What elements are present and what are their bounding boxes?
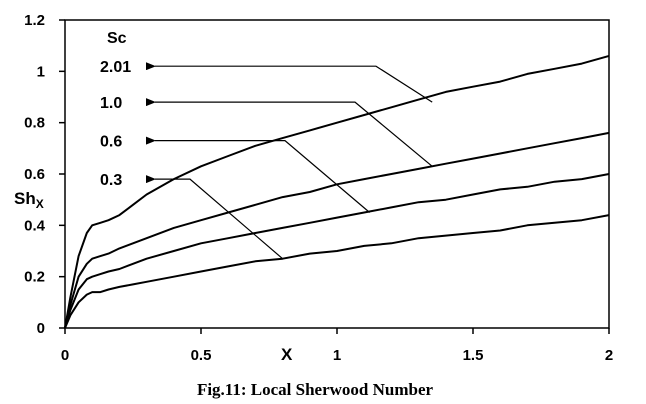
legend-title: Sc [107, 30, 127, 47]
legend-label-sc-0-6: 0.6 [100, 134, 122, 151]
leader-arrow-sc-0-3 [146, 175, 283, 260]
leader-arrow-sc-2-01 [146, 62, 433, 103]
legend-label-sc-2-01: 2.01 [100, 59, 131, 76]
figure-caption: Fig.11: Local Sherwood Number [196, 380, 434, 399]
legend-label-sc-0-3: 0.3 [100, 172, 122, 189]
y-tick-label: 0.8 [24, 115, 45, 132]
legend-label-sc-1-0: 1.0 [100, 95, 122, 112]
y-axis-title: ShX [14, 189, 44, 211]
y-tick-label: 0.6 [24, 166, 45, 183]
series-lines [64, 54, 610, 329]
series-line-sc-0-6 [64, 173, 610, 329]
y-tick-label: 0 [37, 320, 45, 337]
leader-arrow-sc-0-6 [146, 136, 371, 213]
series-line-sc-0-3 [64, 214, 610, 329]
legend-annotations: 2.01 1.0 0.6 0.3 [100, 59, 433, 260]
y-tick-label: 0.2 [24, 269, 45, 286]
axes: 0 0.5 1 1.5 2 0 0.2 0.4 0.6 0.8 1 1.2 [24, 12, 613, 364]
y-tick-label: 1 [37, 63, 45, 80]
x-tick-label: 1 [333, 347, 341, 364]
leader-arrow-sc-1-0 [146, 98, 433, 167]
series-line-sc-2-01 [64, 54, 610, 329]
x-tick-label: 0 [61, 347, 69, 364]
x-axis-title: X [281, 345, 293, 364]
x-tick-label: 2 [605, 347, 613, 364]
series-line-sc-1-0 [64, 131, 610, 329]
y-axis-title-subscript: X [36, 197, 44, 211]
x-tick-label: 0.5 [191, 347, 212, 364]
y-tick-label: 0.4 [24, 217, 46, 234]
y-axis-title-main: Sh [14, 189, 36, 208]
y-tick-label: 1.2 [24, 12, 45, 29]
x-tick-label: 1.5 [463, 347, 484, 364]
